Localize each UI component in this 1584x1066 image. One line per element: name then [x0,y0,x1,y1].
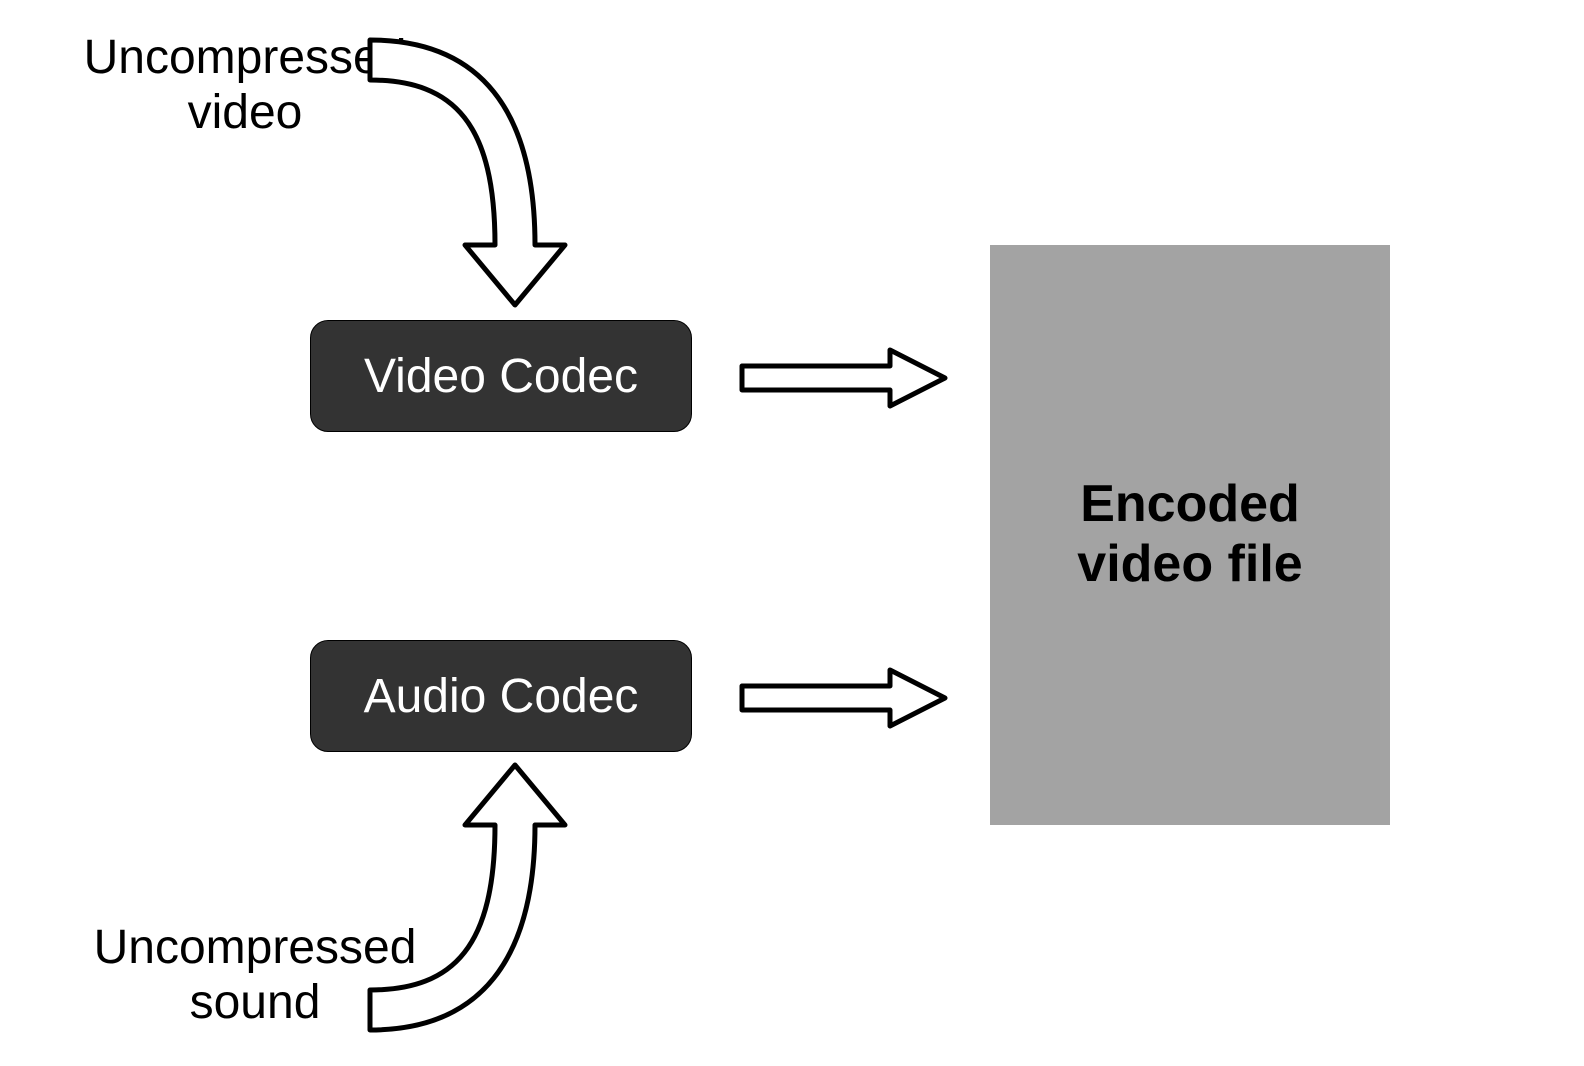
box-output-line1: Encoded [1080,475,1300,533]
label-uncompressed-video-line1: Uncompressed [84,31,407,84]
arrow-video-to-output [740,348,950,408]
arrow-curved-top [370,30,580,310]
box-output: Encoded video file [990,245,1390,825]
box-audio-codec: Audio Codec [310,640,692,752]
box-video-codec: Video Codec [310,320,692,432]
label-uncompressed-sound: Uncompressed sound [70,920,440,1030]
box-video-codec-text: Video Codec [364,349,638,404]
box-output-line2: video file [1077,535,1302,593]
label-uncompressed-video-line2: video [188,86,303,139]
label-uncompressed-sound-line2: sound [190,976,321,1029]
box-audio-codec-text: Audio Codec [364,669,639,724]
arrow-audio-to-output [740,668,950,728]
label-uncompressed-sound-line1: Uncompressed [94,921,417,974]
